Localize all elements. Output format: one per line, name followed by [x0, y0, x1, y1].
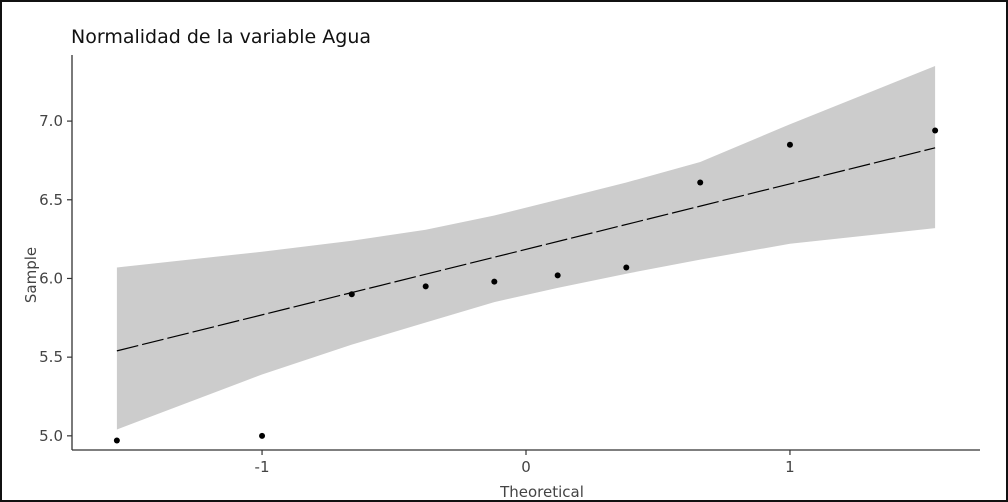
axes-layer: 5.0 5.5 6.0 6.5 7.0 -1 0 1 — [39, 55, 980, 476]
confidence-band — [116, 66, 936, 430]
x-tick-label: 1 — [785, 458, 795, 476]
chart-title: Normalidad de la variable Agua — [71, 26, 371, 48]
x-axis-label: Theoretical — [499, 483, 584, 501]
y-tick-label: 6.5 — [39, 191, 63, 209]
data-point — [348, 291, 355, 298]
reference-line — [116, 147, 936, 352]
data-point — [623, 264, 630, 271]
x-tick-label: -1 — [255, 458, 270, 476]
y-tick-label: 6.0 — [39, 269, 63, 287]
data-points-layer — [113, 127, 939, 444]
x-tick-label: 0 — [521, 458, 531, 476]
confidence-band-layer — [116, 66, 936, 430]
y-axis-label: Sample — [22, 247, 40, 303]
data-point — [259, 432, 266, 439]
data-point — [491, 278, 498, 285]
y-tick-label: 7.0 — [39, 112, 63, 130]
data-point — [422, 283, 429, 290]
y-tick-label: 5.0 — [39, 427, 63, 445]
data-point — [932, 127, 939, 134]
y-tick-label: 5.5 — [39, 348, 63, 366]
data-point — [697, 179, 704, 186]
data-point — [113, 437, 120, 444]
reference-line-layer — [116, 147, 936, 352]
data-point — [786, 141, 793, 148]
data-point — [554, 272, 561, 279]
